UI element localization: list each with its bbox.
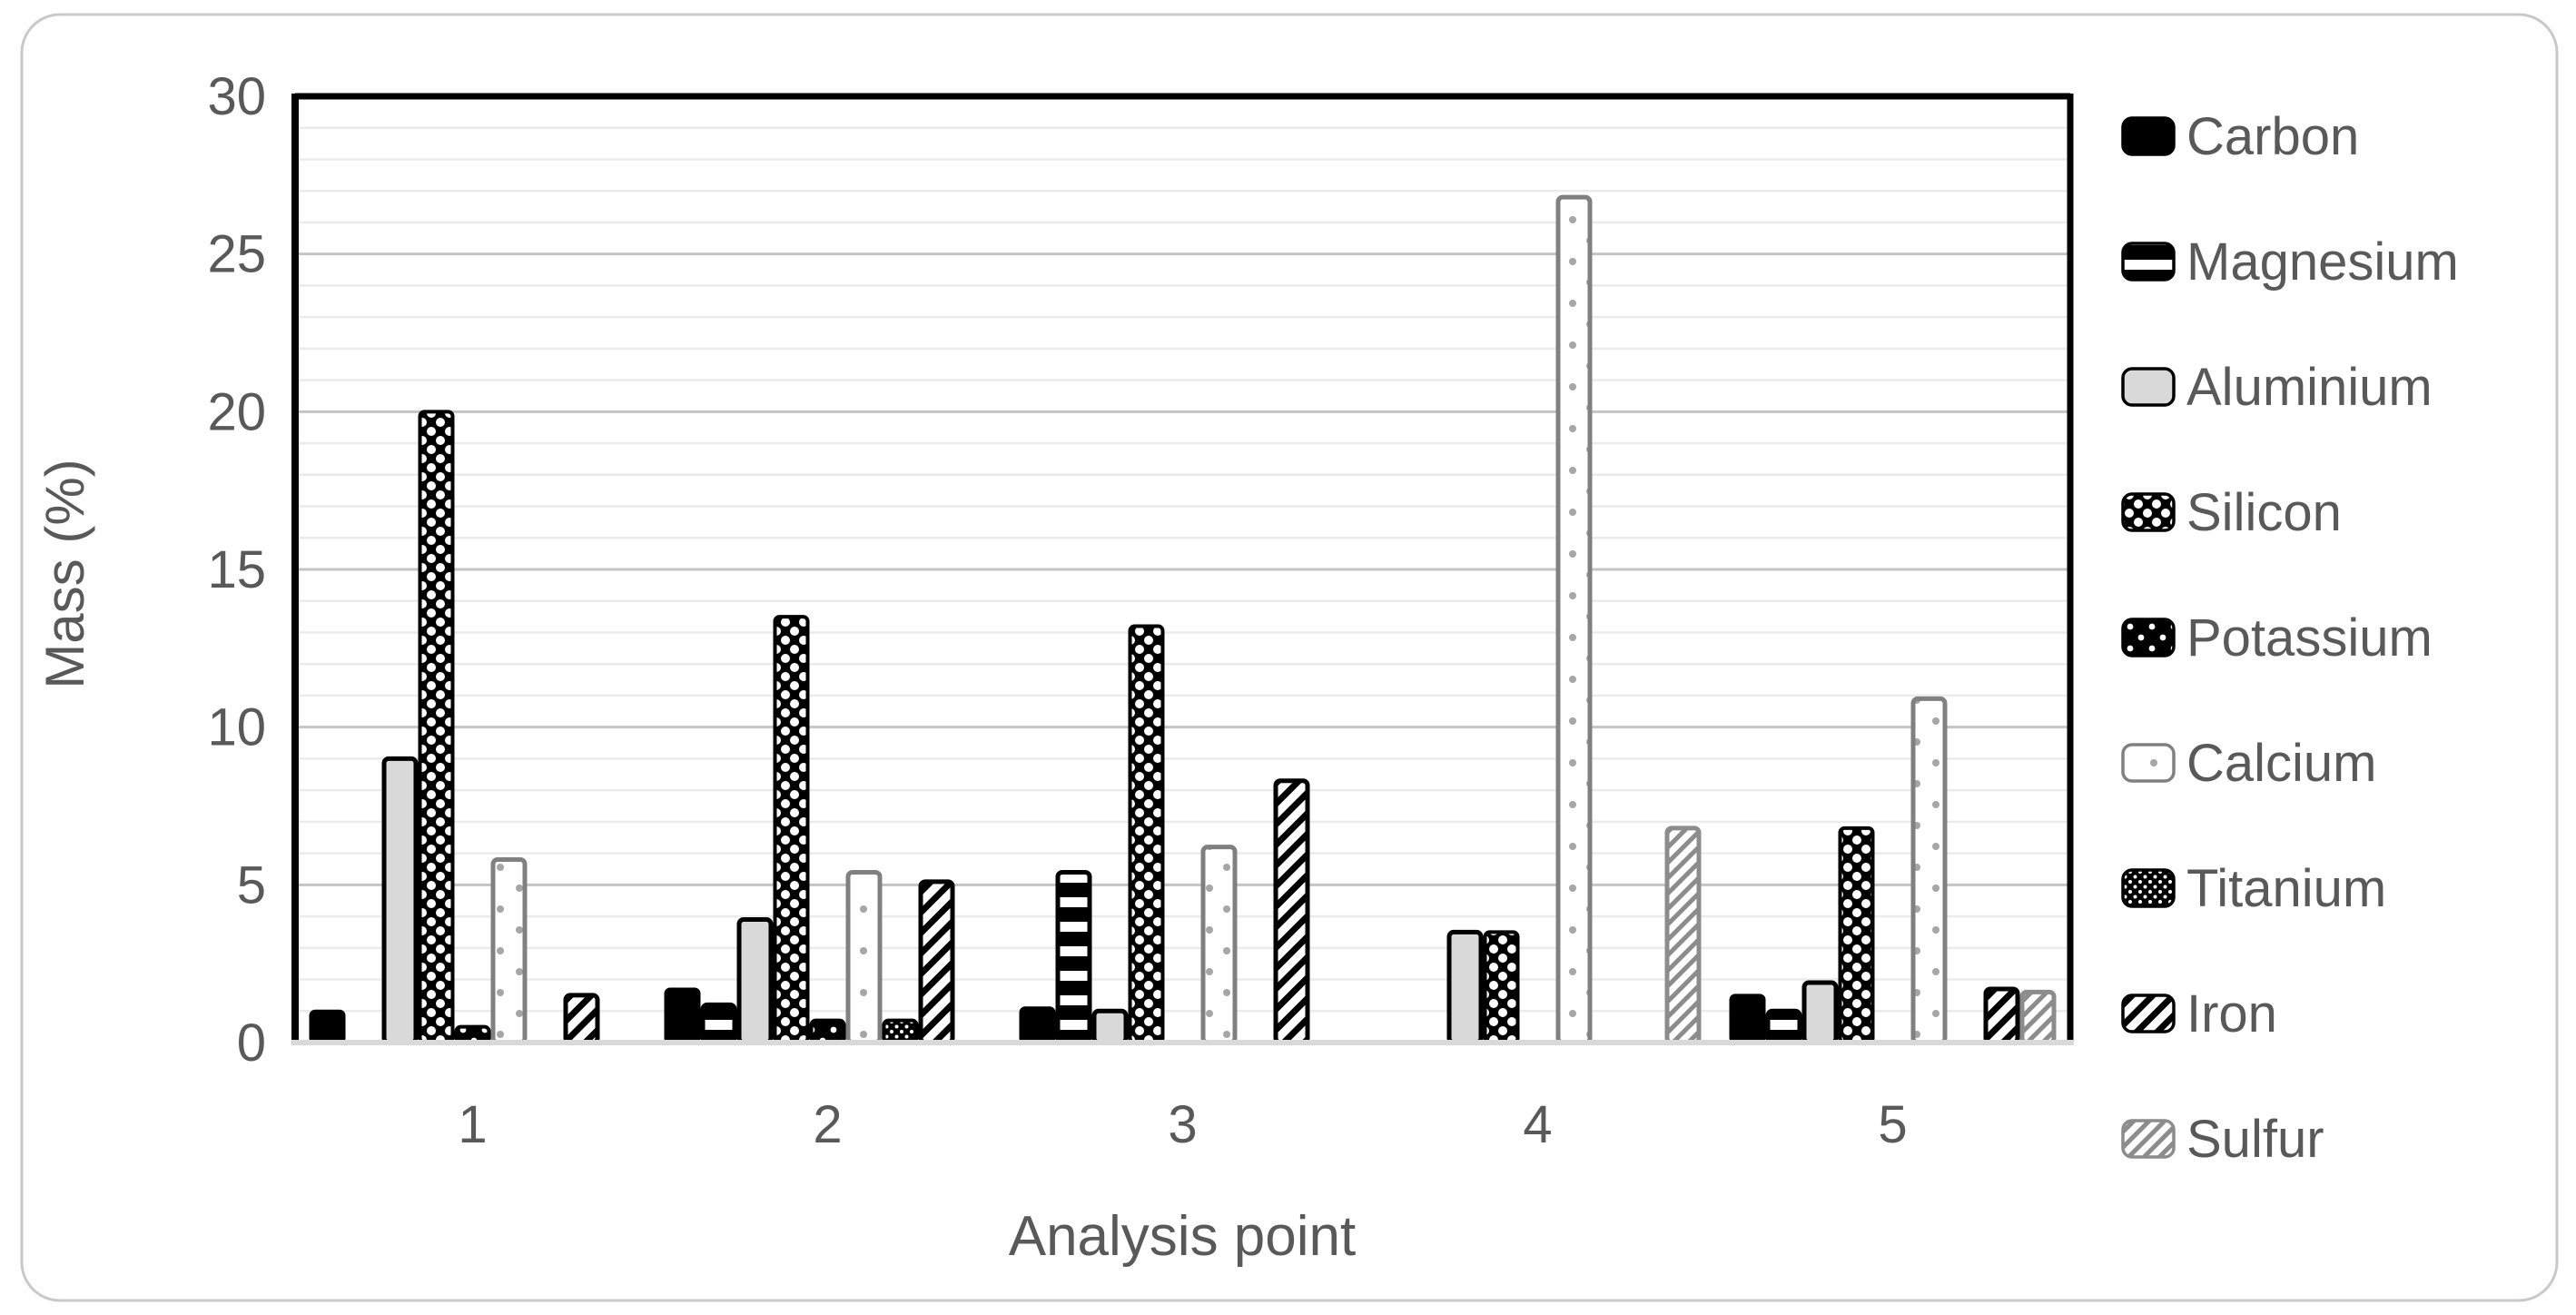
y-tick-label-5: 5 bbox=[237, 855, 266, 915]
legend-label-iron: Iron bbox=[2186, 984, 2277, 1043]
legend-marker-potassium bbox=[2121, 618, 2176, 658]
legend-label-titanium: Titanium bbox=[2186, 859, 2386, 918]
x-category-label-3: 3 bbox=[1168, 1095, 1197, 1154]
legend-marker-silicon bbox=[2121, 492, 2176, 532]
legend-marker-sulfur bbox=[2121, 1119, 2176, 1159]
bar-carbon-point-3 bbox=[1019, 1006, 1056, 1044]
bar-iron-point-1 bbox=[563, 993, 600, 1045]
bar-carbon-point-2 bbox=[664, 987, 701, 1044]
legend-item-magnesium: Magnesium bbox=[2121, 232, 2459, 292]
legend-label-magnesium: Magnesium bbox=[2186, 232, 2459, 292]
bar-silicon-point-2 bbox=[773, 615, 810, 1044]
bar-aluminium-point-2 bbox=[736, 917, 774, 1045]
bar-iron-point-2 bbox=[918, 879, 955, 1045]
bar-calcium-point-1 bbox=[490, 857, 528, 1045]
bar-silicon-point-3 bbox=[1128, 624, 1165, 1045]
legend-item-silicon: Silicon bbox=[2121, 483, 2342, 542]
x-axis-title: Analysis point bbox=[1009, 1205, 1357, 1268]
legend-item-aluminium: Aluminium bbox=[2121, 358, 2433, 417]
bar-silicon-point-4 bbox=[1483, 930, 1520, 1045]
legend-label-carbon: Carbon bbox=[2186, 107, 2359, 166]
y-tick-label-30: 30 bbox=[207, 67, 266, 126]
bar-aluminium-point-4 bbox=[1446, 929, 1484, 1045]
legend-label-sulfur: Sulfur bbox=[2186, 1110, 2324, 1169]
bar-magnesium-point-5 bbox=[1765, 1008, 1802, 1045]
bar-calcium-point-4 bbox=[1555, 194, 1593, 1045]
bar-iron-point-3 bbox=[1273, 778, 1310, 1045]
x-category-label-1: 1 bbox=[458, 1095, 487, 1154]
bar-potassium-point-2 bbox=[809, 1018, 846, 1044]
bar-aluminium-point-5 bbox=[1801, 980, 1839, 1045]
y-tick-label-25: 25 bbox=[207, 225, 266, 284]
legend-item-potassium: Potassium bbox=[2121, 608, 2433, 667]
figure-outer-border bbox=[20, 13, 2559, 1302]
bar-calcium-point-5 bbox=[1910, 696, 1948, 1045]
major-gridlines bbox=[295, 252, 2070, 886]
legend-marker-calcium bbox=[2121, 743, 2176, 783]
bar-carbon-point-5 bbox=[1729, 994, 1766, 1044]
y-tick-label-20: 20 bbox=[207, 382, 266, 441]
legend-label-calcium: Calcium bbox=[2186, 734, 2377, 793]
bar-aluminium-point-1 bbox=[381, 756, 419, 1045]
y-tick-label-10: 10 bbox=[207, 698, 266, 757]
y-axis-title: Mass (%) bbox=[35, 459, 95, 688]
bar-titanium-point-2 bbox=[882, 1018, 919, 1044]
y-axis-tick-labels: 0 5 10 15 20 25 30 bbox=[207, 67, 266, 1073]
bar-sulfur-point-4 bbox=[1664, 826, 1702, 1045]
legend-item-iron: Iron bbox=[2121, 984, 2277, 1043]
bar-sulfur-point-5 bbox=[2019, 989, 2057, 1045]
legend-label-potassium: Potassium bbox=[2186, 608, 2433, 667]
legend-item-titanium: Titanium bbox=[2121, 859, 2386, 918]
bar-calcium-point-3 bbox=[1200, 845, 1238, 1045]
legend: Carbon Magnesium Aluminium Silicon Potassium… bbox=[2121, 107, 2459, 1169]
x-category-label-2: 2 bbox=[813, 1095, 842, 1154]
minor-gridlines bbox=[295, 126, 2070, 1013]
legend-marker-magnesium bbox=[2121, 242, 2176, 282]
bar-silicon-point-1 bbox=[418, 410, 455, 1045]
plot-frame bbox=[291, 93, 2074, 1045]
legend-marker-carbon bbox=[2121, 116, 2176, 156]
bar-iron-point-5 bbox=[1983, 986, 2020, 1045]
legend-marker-titanium bbox=[2121, 868, 2176, 908]
y-tick-label-15: 15 bbox=[207, 540, 266, 599]
bar-carbon-point-1 bbox=[309, 1009, 346, 1044]
y-tick-label-0: 0 bbox=[237, 1013, 266, 1073]
bar-magnesium-point-3 bbox=[1055, 869, 1092, 1045]
bar-calcium-point-2 bbox=[845, 869, 883, 1045]
legend-label-aluminium: Aluminium bbox=[2186, 358, 2433, 417]
bar-aluminium-point-3 bbox=[1091, 1008, 1129, 1045]
bar-silicon-point-5 bbox=[1838, 826, 1875, 1045]
legend-marker-iron bbox=[2121, 994, 2176, 1033]
x-axis-category-labels: 1 2 3 4 5 bbox=[458, 1095, 1907, 1154]
legend-item-calcium: Calcium bbox=[2121, 734, 2377, 793]
x-category-label-5: 5 bbox=[1878, 1095, 1907, 1154]
legend-item-carbon: Carbon bbox=[2121, 107, 2359, 166]
legend-item-sulfur: Sulfur bbox=[2121, 1110, 2324, 1169]
bar-magnesium-point-2 bbox=[700, 1002, 737, 1045]
legend-label-silicon: Silicon bbox=[2186, 483, 2342, 542]
legend-marker-aluminium bbox=[2121, 367, 2176, 407]
x-category-label-4: 4 bbox=[1523, 1095, 1552, 1154]
